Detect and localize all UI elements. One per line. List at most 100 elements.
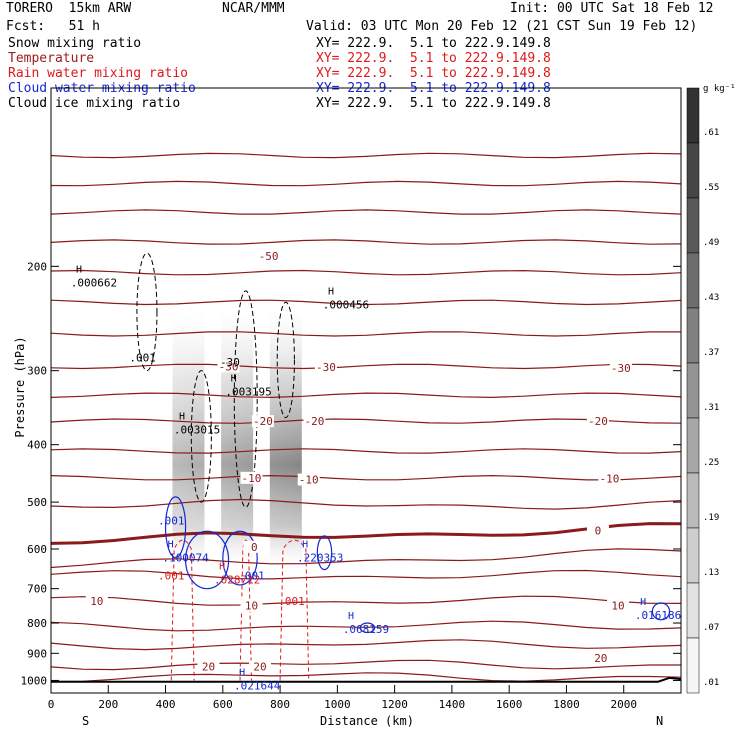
extremum-h-marker: H	[231, 373, 237, 384]
isotherm-line	[50, 672, 682, 683]
colorbar-swatch	[686, 472, 700, 529]
colorbar-unit: g kg⁻¹	[703, 84, 736, 94]
isotherm-label-bg	[609, 362, 632, 375]
legend-cloud-ice-xy: XY= 222.9. 5.1 to 222.9.149.8	[316, 96, 551, 111]
colorbar-swatch	[686, 197, 700, 254]
isotherm-line	[50, 620, 682, 632]
isotherm-label: -30	[611, 362, 631, 375]
isotherm-label: -20	[253, 415, 273, 428]
legend-rain: Rain water mixing ratio	[8, 66, 189, 81]
x-tick-label: 200	[98, 698, 118, 711]
isotherm-line	[50, 639, 682, 651]
isotherm-label-bg	[586, 415, 609, 428]
isotherm-label: 20	[202, 660, 215, 673]
isotherm-label-bg	[85, 595, 108, 608]
isotherm-line	[50, 331, 681, 337]
y-tick-label: 700	[27, 583, 47, 596]
colorbar-tick-label: .37	[703, 348, 719, 358]
colorbar-swatch	[686, 582, 700, 639]
contour-value-label: .001	[238, 569, 265, 582]
isotherm-zero-line	[50, 522, 682, 545]
isotherm-label: -20	[588, 415, 608, 428]
y-tick-label: 600	[27, 543, 47, 556]
isotherm-label-bg	[217, 360, 240, 373]
x-tick-label: 1200	[381, 698, 408, 711]
x-tick-label: 2000	[610, 698, 637, 711]
isotherm-line	[50, 569, 682, 580]
isotherm-line	[50, 548, 682, 569]
isotherm-label: 20	[253, 660, 266, 673]
isotherm-line	[50, 269, 682, 276]
isotherm-line	[50, 498, 682, 510]
rain-contour	[279, 539, 310, 681]
header-model: TORERO 15km ARW	[6, 1, 132, 16]
isotherm-line	[50, 659, 681, 671]
isotherm-label: 10	[611, 600, 624, 613]
colorbar-tick-label: .01	[703, 678, 719, 688]
extremum-value: .100074	[162, 551, 209, 564]
extremum-value: .003015	[174, 423, 220, 436]
legend-rain-xy: XY= 222.9. 5.1 to 222.9.149.8	[316, 66, 551, 81]
extremum-value: .016186	[635, 609, 681, 622]
cloud-water-contour	[316, 535, 333, 571]
isotherm-label: 10	[90, 595, 103, 608]
extremum-h-marker: H	[348, 611, 354, 622]
cloud-water-contour	[184, 530, 230, 590]
extremum-h-marker: H	[179, 411, 185, 422]
isotherm-label: 0	[251, 541, 258, 554]
isotherm-line	[50, 152, 682, 159]
cloud-water-contour	[359, 622, 376, 634]
isotherm-label: 0	[595, 524, 602, 537]
isotherm-label: -30	[219, 360, 239, 373]
extremum-value: .000662	[71, 277, 117, 290]
isotherm-label-bg	[297, 473, 320, 486]
colorbar-tick-label: .07	[703, 623, 719, 633]
snow-shading-column	[221, 313, 254, 566]
cloud-ice-contour	[233, 290, 258, 508]
legend-temperature: Temperature	[8, 51, 95, 66]
cloud-water-contour	[164, 496, 187, 559]
header-fcst: Fcst: 51 h	[6, 19, 100, 34]
isotherm-label: -30	[316, 361, 336, 374]
colorbar-swatch	[686, 87, 700, 144]
extremum-value: .028712	[214, 573, 260, 586]
y-tick-label: 800	[27, 617, 47, 630]
isotherm-label-bg	[586, 524, 609, 537]
colorbar-tick-label: .49	[703, 238, 719, 248]
isotherm-line	[50, 239, 682, 245]
y-tick-label: 200	[27, 260, 47, 273]
legend-cloud-ice: Cloud ice mixing ratio	[8, 96, 181, 111]
extremum-h-marker: H	[76, 265, 82, 276]
x-tick-label: 1000	[324, 698, 351, 711]
isotherm-line	[50, 448, 682, 454]
isotherm-line	[50, 418, 682, 424]
isotherm-label-bg	[251, 415, 274, 428]
x-tick-label: 0	[48, 698, 55, 711]
plot-frame	[50, 87, 682, 694]
colorbar-tick-label: .43	[703, 293, 719, 303]
y-tick-label: 300	[27, 365, 47, 378]
cloud-ice-contour	[190, 370, 212, 503]
isotherm-label-bg	[598, 472, 621, 485]
isotherm-line	[50, 299, 682, 306]
isotherm-label-bg	[249, 660, 272, 673]
colorbar-tick-label: .19	[703, 513, 719, 523]
colorbar-swatch	[686, 142, 700, 199]
legend-temperature-xy: XY= 222.9. 5.1 to 222.9.149.8	[316, 51, 551, 66]
extremum-value: .000456	[323, 299, 369, 312]
cloud-ice-contour	[276, 301, 295, 419]
x-tick-label: 600	[213, 698, 233, 711]
isotherm-label-bg	[303, 415, 326, 428]
isotherm-label-bg	[257, 249, 280, 262]
isotherm-line	[50, 363, 682, 370]
isotherm-label-bg	[607, 599, 629, 612]
contour-value-label: .001	[278, 595, 305, 608]
contour-value-label: .001	[158, 569, 185, 582]
colorbar-swatch	[686, 362, 700, 419]
contour-value-label: -30	[220, 356, 240, 369]
snow-shading-column	[172, 313, 205, 566]
isotherm-line	[50, 209, 682, 215]
extremum-value: .068159	[343, 623, 389, 636]
cloud-water-contour	[651, 602, 671, 621]
